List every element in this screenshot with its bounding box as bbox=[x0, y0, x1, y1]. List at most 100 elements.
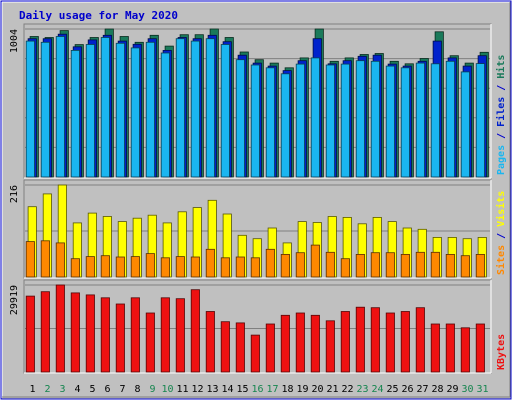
bar-kbytes bbox=[400, 311, 410, 373]
bar-pages bbox=[190, 40, 200, 178]
x-tick-label: 31 bbox=[476, 384, 488, 395]
bar-sites bbox=[385, 252, 395, 278]
bar-sites bbox=[70, 258, 80, 278]
bar-pages bbox=[325, 64, 335, 178]
bar-sites bbox=[460, 255, 470, 278]
x-tick-label: 5 bbox=[89, 384, 95, 395]
bar-sites bbox=[25, 241, 35, 278]
bar-sites bbox=[145, 253, 155, 278]
x-tick-label: 27 bbox=[416, 384, 428, 395]
x-tick-label: 2 bbox=[44, 384, 50, 395]
bar-kbytes bbox=[310, 314, 320, 373]
bar-kbytes bbox=[460, 327, 470, 373]
bar-kbytes bbox=[370, 307, 380, 373]
bar-kbytes bbox=[85, 294, 95, 373]
bar-sites bbox=[280, 253, 290, 278]
bar-sites bbox=[310, 244, 320, 278]
x-tick-label: 10 bbox=[161, 384, 173, 395]
bar-sites bbox=[100, 255, 110, 278]
panel-max-label: 1004 bbox=[9, 29, 20, 53]
x-tick-label: 30 bbox=[461, 384, 473, 395]
chart-title: Daily usage for May 2020 bbox=[19, 9, 178, 22]
x-tick-label: 13 bbox=[206, 384, 218, 395]
bar-pages bbox=[280, 73, 290, 178]
bar-kbytes bbox=[190, 289, 200, 373]
bar-pages bbox=[130, 47, 140, 178]
bar-sites bbox=[55, 242, 65, 278]
bar-pages bbox=[175, 38, 185, 178]
bar-kbytes bbox=[415, 307, 425, 373]
bar-kbytes bbox=[205, 311, 215, 373]
bar-pages bbox=[400, 67, 410, 178]
bar-pages bbox=[205, 38, 215, 178]
bar-sites bbox=[175, 256, 185, 278]
panel-side-label: Sites / Visits bbox=[495, 191, 507, 275]
x-tick-label: 19 bbox=[296, 384, 308, 395]
x-tick-label: 1 bbox=[29, 384, 35, 395]
bar-sites bbox=[340, 258, 350, 278]
bar-kbytes bbox=[40, 291, 50, 373]
bar-sites bbox=[265, 248, 275, 278]
x-tick-label: 18 bbox=[281, 384, 293, 395]
panel-max-label: 216 bbox=[9, 185, 20, 203]
bar-kbytes bbox=[430, 323, 440, 373]
x-tick-label: 20 bbox=[311, 384, 323, 395]
panel-side-label: Pages / Files / Hits bbox=[495, 55, 507, 175]
x-tick-label: 15 bbox=[236, 384, 248, 395]
bar-sites bbox=[205, 248, 215, 278]
bar-sites bbox=[355, 253, 365, 278]
x-tick-label: 26 bbox=[401, 384, 413, 395]
bar-kbytes bbox=[295, 312, 305, 373]
bar-pages bbox=[85, 44, 95, 178]
bar-kbytes bbox=[115, 303, 125, 373]
bar-kbytes bbox=[175, 298, 185, 373]
bar-pages bbox=[460, 71, 470, 178]
bar-sites bbox=[220, 257, 230, 278]
x-tick-label: 17 bbox=[266, 384, 278, 395]
bar-sites bbox=[130, 256, 140, 278]
x-tick-label: 7 bbox=[119, 384, 125, 395]
bar-kbytes bbox=[220, 321, 230, 373]
bar-pages bbox=[235, 59, 245, 178]
bar-kbytes bbox=[280, 314, 290, 373]
x-tick-label: 21 bbox=[326, 384, 338, 395]
bar-kbytes bbox=[325, 320, 335, 373]
bar-kbytes bbox=[340, 311, 350, 373]
x-tick-label: 8 bbox=[134, 384, 140, 395]
x-tick-label: 6 bbox=[104, 384, 110, 395]
bar-kbytes bbox=[265, 323, 275, 373]
bar-kbytes bbox=[445, 323, 455, 373]
bar-sites bbox=[445, 253, 455, 278]
x-tick-label: 22 bbox=[341, 384, 353, 395]
bar-pages bbox=[220, 44, 230, 178]
x-tick-label: 28 bbox=[431, 384, 443, 395]
bar-pages bbox=[100, 37, 110, 178]
x-tick-label: 24 bbox=[371, 384, 383, 395]
bar-kbytes bbox=[250, 334, 260, 373]
x-tick-label: 23 bbox=[356, 384, 368, 395]
bar-pages bbox=[145, 41, 155, 178]
bar-pages bbox=[70, 50, 80, 178]
bar-pages bbox=[370, 60, 380, 178]
bar-pages bbox=[340, 63, 350, 178]
bar-sites bbox=[40, 240, 50, 278]
bar-kbytes bbox=[145, 312, 155, 373]
x-tick-label: 3 bbox=[59, 384, 65, 395]
bar-sites bbox=[190, 256, 200, 278]
bar-pages bbox=[445, 60, 455, 178]
bar-pages bbox=[385, 65, 395, 178]
panel-side-label: KBytes bbox=[496, 334, 507, 370]
bar-sites bbox=[235, 256, 245, 278]
bar-sites bbox=[475, 253, 485, 278]
bar-kbytes bbox=[25, 295, 35, 373]
x-tick-label: 14 bbox=[221, 384, 233, 395]
bar-kbytes bbox=[160, 297, 170, 373]
bar-pages bbox=[265, 67, 275, 178]
bar-pages bbox=[430, 63, 440, 178]
bar-kbytes bbox=[130, 297, 140, 373]
x-tick-label: 4 bbox=[74, 384, 80, 395]
bar-kbytes bbox=[475, 323, 485, 373]
bar-pages bbox=[355, 60, 365, 178]
bar-sites bbox=[430, 251, 440, 278]
